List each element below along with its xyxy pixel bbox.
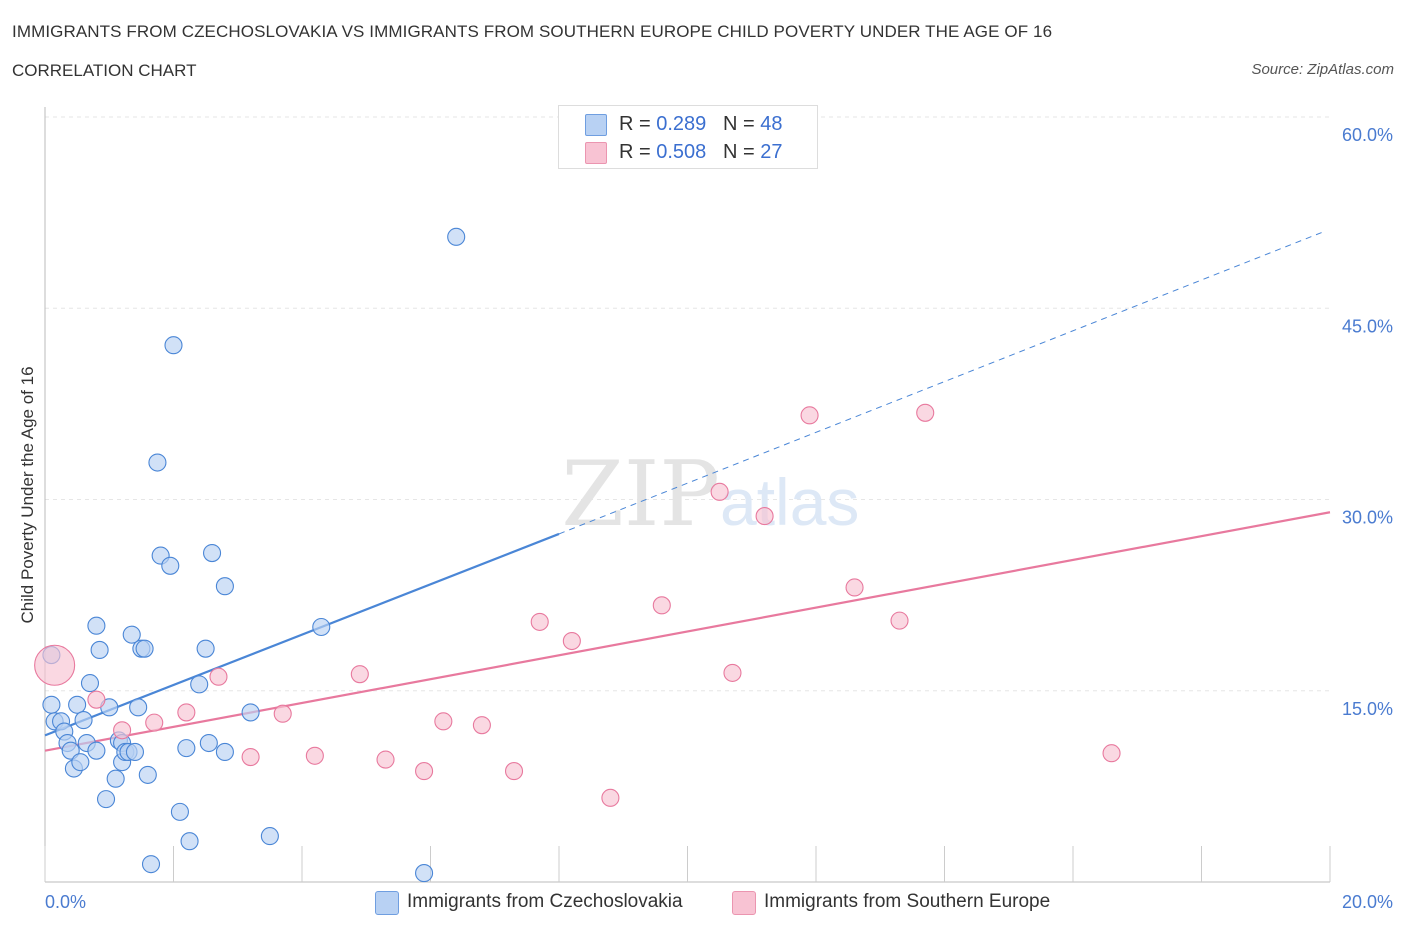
source-label: Source: ZipAtlas.com bbox=[1251, 61, 1394, 78]
point-czechoslovakia bbox=[180, 832, 199, 851]
point-southern-europe bbox=[710, 482, 729, 501]
r-label: R = bbox=[619, 113, 651, 135]
point-czechoslovakia bbox=[122, 625, 141, 644]
point-czechoslovakia bbox=[196, 639, 215, 658]
point-southern-europe bbox=[350, 665, 369, 684]
point-czechoslovakia bbox=[161, 556, 180, 575]
point-czechoslovakia bbox=[42, 695, 61, 714]
point-southern-europe bbox=[562, 631, 581, 651]
point-czechoslovakia bbox=[447, 227, 466, 246]
point-southern-europe bbox=[530, 612, 549, 631]
trend-line bbox=[44, 532, 560, 737]
legend-swatch-pink bbox=[585, 142, 607, 164]
legend-label: Immigrants from Czechoslovakia bbox=[407, 891, 683, 912]
point-southern-europe bbox=[273, 704, 292, 723]
axes bbox=[44, 107, 1331, 883]
point-czechoslovakia bbox=[87, 616, 106, 635]
y-axis-label: Child Poverty Under the Age of 16 bbox=[18, 366, 37, 623]
point-southern-europe bbox=[916, 403, 935, 422]
trend-line bbox=[558, 231, 1324, 535]
point-czechoslovakia bbox=[203, 543, 222, 563]
watermark-zip: ZIP bbox=[561, 442, 720, 547]
point-czechoslovakia bbox=[141, 855, 161, 874]
point-southern-europe bbox=[376, 750, 395, 769]
point-czechoslovakia bbox=[135, 639, 154, 658]
point-czechoslovakia bbox=[129, 698, 148, 717]
legend-swatch-blue bbox=[585, 114, 607, 136]
point-southern-europe bbox=[145, 713, 164, 732]
point-czechoslovakia bbox=[125, 742, 144, 762]
point-southern-europe bbox=[755, 507, 774, 526]
point-southern-europe bbox=[890, 611, 909, 630]
point-czechoslovakia bbox=[260, 827, 279, 846]
point-southern-europe bbox=[305, 746, 324, 765]
y-tick-label: 15.0% bbox=[1342, 699, 1393, 719]
gridlines bbox=[45, 116, 1330, 692]
x-tick-label: 0.0% bbox=[45, 892, 86, 912]
point-southern-europe bbox=[601, 788, 620, 807]
y-tick-label: 30.0% bbox=[1342, 508, 1393, 528]
point-czechoslovakia bbox=[90, 640, 109, 660]
r-value: 0.289 bbox=[656, 113, 707, 135]
point-czechoslovakia bbox=[177, 739, 196, 758]
point-southern-europe bbox=[845, 578, 864, 597]
point-southern-europe bbox=[652, 596, 671, 615]
watermark: ZIP atlas bbox=[561, 442, 859, 547]
n-value: 48 bbox=[760, 113, 783, 135]
n-label: N = bbox=[722, 113, 755, 135]
point-southern-europe bbox=[504, 762, 524, 781]
point-southern-europe bbox=[723, 663, 742, 682]
r-value: 0.508 bbox=[656, 141, 707, 163]
point-czechoslovakia bbox=[215, 742, 234, 762]
point-southern-europe bbox=[113, 721, 132, 740]
point-czechoslovakia bbox=[106, 769, 125, 788]
y-tick-label: 45.0% bbox=[1342, 316, 1393, 336]
point-czechoslovakia bbox=[164, 336, 183, 355]
point-czechoslovakia bbox=[80, 674, 100, 693]
point-southern-europe bbox=[800, 406, 819, 425]
legend-swatch-pink bbox=[732, 891, 756, 915]
point-southern-europe bbox=[241, 747, 260, 767]
point-southern-europe bbox=[87, 690, 106, 709]
point-czechoslovakia bbox=[71, 753, 90, 772]
point-southern-europe bbox=[1102, 744, 1121, 763]
series-legend: Immigrants from Czechoslovakia Immigrant… bbox=[0, 889, 1406, 915]
legend-label: Immigrants from Southern Europe bbox=[764, 891, 1051, 912]
point-czechoslovakia bbox=[415, 864, 434, 883]
point-southern-europe bbox=[34, 644, 76, 686]
point-southern-europe bbox=[177, 703, 196, 722]
point-czechoslovakia bbox=[215, 577, 234, 596]
point-czechoslovakia bbox=[170, 802, 189, 821]
trend-line bbox=[44, 511, 1331, 752]
point-czechoslovakia bbox=[96, 790, 116, 809]
point-czechoslovakia bbox=[312, 617, 331, 637]
point-czechoslovakia bbox=[199, 733, 218, 753]
tick-labels: 15.0% 30.0% 45.0% 60.0% 0.0% 20.0% Child Pover… bbox=[18, 125, 1393, 912]
x-tick-label: 20.0% bbox=[1342, 892, 1393, 912]
point-czechoslovakia bbox=[87, 741, 106, 760]
n-label: N = bbox=[722, 141, 755, 163]
point-southern-europe bbox=[434, 712, 453, 731]
point-czechoslovakia bbox=[241, 703, 260, 722]
point-southern-europe bbox=[415, 762, 434, 781]
watermark-atlas: atlas bbox=[720, 465, 859, 539]
point-czechoslovakia bbox=[138, 765, 157, 784]
r-label: R = bbox=[619, 141, 651, 163]
correlation-legend: R = 0.289 N = 48 R = 0.508 N = 27 bbox=[558, 105, 818, 169]
y-tick-label: 60.0% bbox=[1342, 125, 1393, 145]
data-points bbox=[34, 227, 1121, 883]
chart-subtitle: CORRELATION CHART bbox=[12, 61, 197, 80]
n-value: 27 bbox=[760, 141, 783, 163]
point-czechoslovakia bbox=[190, 675, 209, 694]
point-czechoslovakia bbox=[148, 453, 167, 472]
point-czechoslovakia bbox=[68, 695, 87, 714]
point-southern-europe bbox=[209, 667, 228, 686]
point-czechoslovakia bbox=[74, 711, 93, 730]
legend-swatch-blue bbox=[375, 891, 399, 915]
chart-title: IMMIGRANTS FROM CZECHOSLOVAKIA VS IMMIGR… bbox=[12, 22, 1053, 41]
point-southern-europe bbox=[472, 716, 491, 735]
